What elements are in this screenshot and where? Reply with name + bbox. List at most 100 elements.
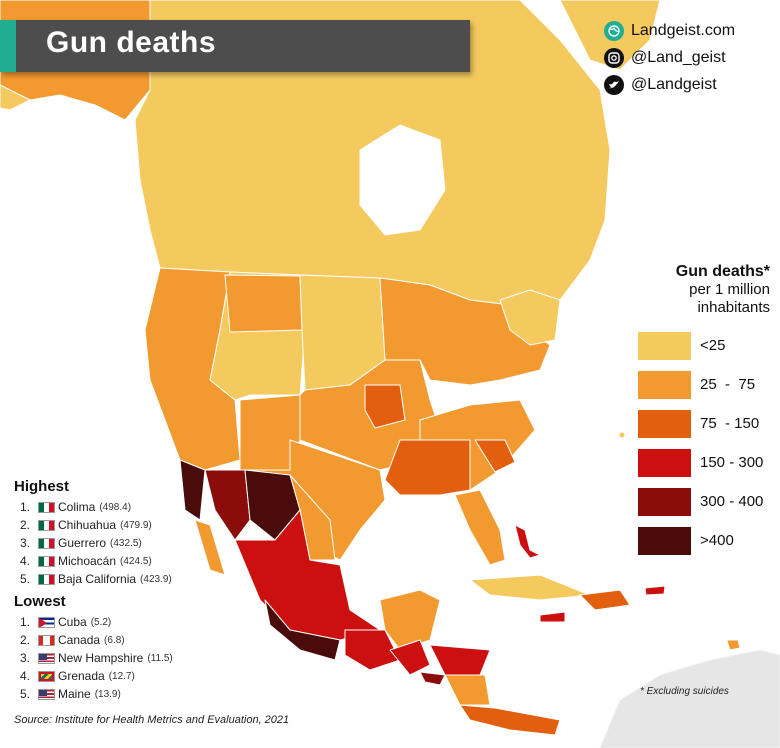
source-note: Source: Institute for Health Metrics and… [14, 714, 290, 726]
rank-number: 2. [20, 633, 31, 647]
list-item: 4. Grenada (12.7) [14, 667, 173, 685]
grenada-flag-icon [38, 670, 55, 682]
legend-item: 25 - 75 [638, 371, 780, 399]
asia-edge [0, 84, 31, 111]
rank-name: Cuba [58, 615, 87, 629]
instagram-icon [604, 47, 624, 68]
list-item: 5. Maine (13.9) [14, 685, 173, 703]
rank-name: Michoacán [58, 554, 117, 568]
mexico-flag-icon [38, 501, 55, 513]
footnote: * Excluding suicides [640, 686, 729, 697]
rank-value: (5.2) [90, 616, 112, 628]
usa-flag-icon [38, 652, 55, 664]
chiapas-region [344, 629, 401, 671]
social-links: Landgeist.com @Land_geist @Landgeist [604, 18, 735, 99]
rank-value: (432.5) [110, 537, 142, 549]
legend-label: 150 - 300 [700, 454, 764, 471]
legend-title: Gun deaths* [675, 263, 770, 280]
list-item: 2. Canada (6.8) [14, 631, 173, 649]
list-item: 5. Baja California (423.9) [14, 570, 172, 588]
legend-label: 75 - 150 [700, 415, 760, 432]
florida-region [454, 489, 506, 566]
montana-region [224, 274, 303, 333]
rank-value: (424.5) [120, 555, 152, 567]
hispaniola-region [579, 589, 631, 611]
legend-swatch [638, 410, 691, 438]
highest-ranking: Highest 1. Colima (498.4) 2. Chihuahua (479.9… [14, 478, 172, 588]
legend-subtitle: inhabitants [697, 299, 770, 316]
rank-name: Colima [58, 500, 96, 514]
title-accent-bar [0, 20, 16, 72]
legend-label: 300 - 400 [700, 493, 764, 510]
rank-value: (6.8) [104, 634, 125, 646]
globe-icon [604, 20, 624, 41]
social-twitter[interactable]: @Landgeist [604, 72, 735, 97]
rank-name: Grenada [58, 669, 105, 683]
list-item: 3. New Hampshire (11.5) [14, 649, 173, 667]
puerto-rico-region [644, 585, 666, 596]
rank-value: (498.4) [99, 501, 132, 513]
rank-name: Canada [58, 633, 101, 647]
title-banner: Gun deaths [0, 20, 470, 72]
south-carolina-region [474, 439, 516, 473]
bahamas-region [514, 524, 541, 559]
lowest-heading: Lowest [14, 593, 66, 610]
page-title: Gun deaths [46, 26, 217, 59]
rank-value: (479.9) [120, 519, 152, 531]
rank-value: (423.9) [140, 573, 172, 585]
list-item: 3. Guerrero (432.5) [14, 534, 172, 552]
rank-number: 3. [20, 651, 31, 665]
hudson-bay [359, 124, 446, 236]
rank-name: New Hampshire [58, 651, 144, 665]
social-website[interactable]: Landgeist.com [604, 18, 735, 43]
legend-item: 300 - 400 [638, 488, 780, 516]
sw-mexico-region [264, 599, 341, 661]
rank-number: 4. [20, 669, 31, 683]
canada-flag-icon [38, 634, 55, 646]
legend-item: 75 - 150 [638, 410, 780, 438]
rank-number: 1. [20, 500, 31, 514]
legend-swatch [638, 488, 691, 516]
usa-flag-icon [38, 688, 55, 700]
rank-number: 5. [20, 687, 31, 701]
rank-number: 1. [20, 615, 31, 629]
rank-number: 3. [20, 536, 31, 550]
list-item: 2. Chihuahua (479.9) [14, 516, 172, 534]
legend-swatch [638, 449, 691, 477]
legend-label: 25 - 75 [700, 376, 756, 393]
social-instagram[interactable]: @Land_geist [604, 45, 735, 70]
legend-item: >400 [638, 527, 780, 555]
costa-rica-panama-region [459, 704, 561, 736]
rank-name: Maine [58, 687, 91, 701]
lowest-ranking: Lowest 1. Cuba (5.2) 2. Canada (6.8) 3. New Ham… [14, 593, 173, 703]
social-text: @Landgeist [631, 75, 717, 93]
rank-name: Chihuahua [58, 518, 117, 532]
legend-label: <25 [700, 337, 726, 354]
coahuila-region [289, 474, 336, 561]
legend-item: <25 [638, 332, 780, 360]
rank-name: Guerrero [58, 536, 107, 550]
rank-value: (11.5) [147, 652, 173, 664]
list-item: 1. Colima (498.4) [14, 498, 172, 516]
sonora-region [204, 469, 251, 541]
list-item: 4. Michoacán (424.5) [14, 552, 172, 570]
legend-swatch [638, 527, 691, 555]
rank-value: (13.9) [94, 688, 121, 700]
rank-number: 4. [20, 554, 31, 568]
map-legend: Gun deaths* per 1 million inhabitants <2… [630, 262, 780, 555]
south-america-edge [599, 649, 780, 748]
social-text: Landgeist.com [631, 21, 736, 39]
honduras-region [429, 644, 491, 676]
cuba-flag-icon [38, 616, 55, 628]
mexico-flag-icon [38, 519, 55, 531]
twitter-icon [604, 74, 624, 95]
el-salvador-region [419, 671, 446, 686]
mexico-flag-icon [38, 555, 55, 567]
missouri-region [364, 384, 406, 429]
cuba-region [469, 574, 591, 601]
rank-number: 2. [20, 518, 31, 532]
bermuda-region [618, 431, 626, 439]
rank-value: (12.7) [108, 670, 135, 682]
us-new-england-region [499, 289, 561, 346]
